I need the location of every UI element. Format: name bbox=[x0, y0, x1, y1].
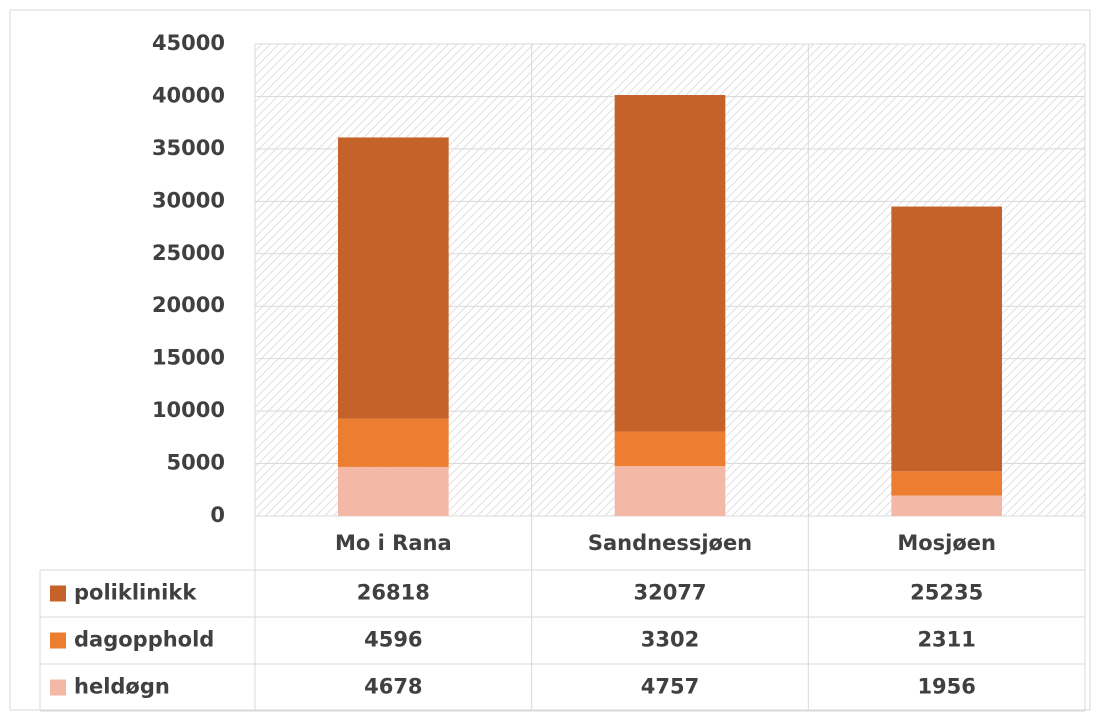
bar-segment bbox=[338, 137, 449, 419]
table-value: 4596 bbox=[364, 628, 422, 652]
bar-segment bbox=[891, 206, 1002, 472]
bar-segment bbox=[614, 95, 726, 432]
table-value: 2311 bbox=[917, 628, 975, 652]
x-tick-label: Mosjøen bbox=[897, 531, 996, 555]
y-tick-label: 40000 bbox=[152, 83, 225, 107]
table-value: 4757 bbox=[641, 675, 699, 699]
table-value: 32077 bbox=[633, 581, 706, 605]
table-value: 25235 bbox=[910, 581, 983, 605]
legend-key bbox=[50, 679, 66, 696]
y-tick-label: 15000 bbox=[152, 346, 225, 370]
table-value: 1956 bbox=[917, 675, 975, 699]
y-tick-label: 0 bbox=[210, 503, 225, 527]
legend-key bbox=[50, 585, 66, 602]
bar-segment bbox=[614, 431, 726, 467]
y-tick-label: 5000 bbox=[167, 451, 225, 475]
bar-segment bbox=[614, 466, 726, 516]
y-tick-label: 10000 bbox=[152, 398, 225, 422]
legend-label: dagopphold bbox=[74, 628, 214, 652]
legend-key bbox=[50, 632, 66, 649]
chart-border bbox=[9, 9, 1091, 711]
table-value: 26818 bbox=[357, 581, 430, 605]
bar-segment bbox=[891, 471, 1002, 496]
bar-segment bbox=[338, 466, 449, 516]
y-tick-label: 45000 bbox=[152, 31, 225, 55]
y-tick-label: 20000 bbox=[152, 293, 225, 317]
table-value: 3302 bbox=[641, 628, 699, 652]
y-tick-label: 25000 bbox=[152, 241, 225, 265]
y-tick-label: 30000 bbox=[152, 188, 225, 212]
x-tick-label: Mo i Rana bbox=[335, 531, 452, 555]
x-tick-label: Sandnessjøen bbox=[588, 531, 752, 555]
bar-segment bbox=[338, 418, 449, 467]
legend-label: heldøgn bbox=[74, 675, 170, 699]
bar-segment bbox=[891, 495, 1002, 516]
y-tick-label: 35000 bbox=[152, 136, 225, 160]
table-value: 4678 bbox=[364, 675, 422, 699]
legend-label: poliklinikk bbox=[74, 581, 197, 605]
